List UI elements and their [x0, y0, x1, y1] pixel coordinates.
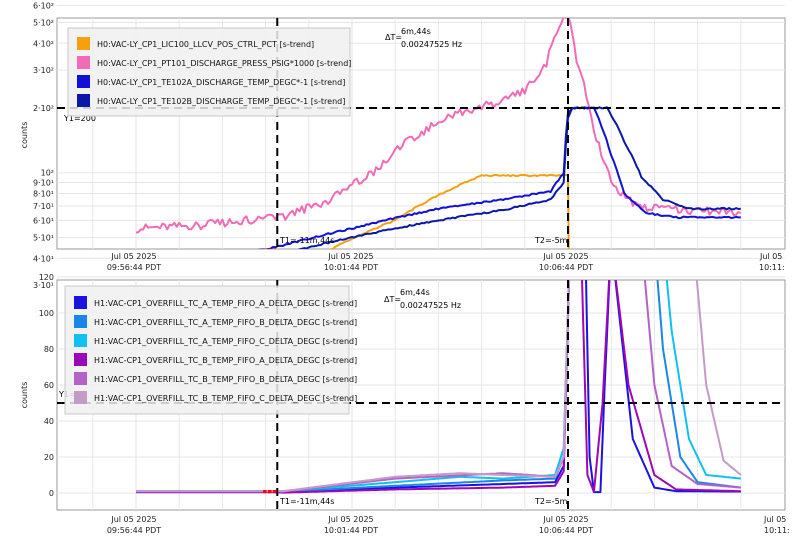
top-legend: H0:VAC-LY_CP1_LIC100_LLCV_POS_CTRL_PCT […	[67, 27, 351, 117]
y-tick-label: 6·10¹	[33, 216, 54, 225]
top-delta-time: 6m,44s	[401, 27, 431, 36]
legend-label: H0:VAC-LY_CP1_PT101_DISCHARGE_PRESS_PSIG…	[97, 59, 351, 68]
legend-swatch	[77, 75, 90, 88]
bottom-legend: H1:VAC-CP1_OVERFILL_TC_A_TEMP_FIFO_A_DEL…	[64, 285, 357, 415]
bottom-time-axis: Jul 05 2025 09:56:44 PDT Jul 05 2025 10:…	[107, 515, 790, 535]
y-tick-label: 8·10¹	[33, 190, 54, 199]
bottom-y-axis-label: counts	[20, 382, 29, 409]
y-tick-label: 20	[44, 453, 54, 462]
y-tick-label: 80	[44, 345, 54, 354]
series-line	[297, 106, 741, 249]
y-tick-label: 60	[44, 381, 54, 390]
top-series-lines	[135, 18, 742, 249]
bottom-legend-item[interactable]: H1:VAC-CP1_OVERFILL_TC_A_TEMP_FIFO_B_DEL…	[74, 315, 357, 328]
legend-swatch	[74, 353, 87, 366]
top-cursor-y1-label: Y1=200	[63, 114, 96, 123]
time-tick-date: Jul 05 2025	[327, 252, 373, 261]
y-tick-label: 40	[44, 417, 54, 426]
legend-label: H0:VAC-LY_CP1_LIC100_LLCV_POS_CTRL_PCT […	[97, 40, 314, 49]
y-tick-label: 4·10¹	[33, 254, 54, 263]
series-line	[329, 173, 570, 249]
time-tick-date: Jul 05 2025	[542, 252, 588, 261]
y-tick-label: 9·10¹	[33, 179, 54, 188]
y-tick-label: 10²	[41, 169, 54, 178]
series-line	[136, 280, 742, 493]
time-tick-time: 10:06:44 PDT	[539, 263, 593, 272]
y-tick-label: 3·10¹	[33, 281, 54, 290]
bottom-t1-label: T1=-11m,44s	[279, 497, 334, 506]
time-tick-date: Jul 05 2025	[110, 515, 156, 524]
bottom-t2-label: T2=-5m	[534, 497, 568, 506]
legend-swatch	[77, 56, 90, 69]
legend-label: H0:VAC-LY_CP1_TE102B_DISCHARGE_TEMP_DEGC…	[97, 97, 345, 106]
y-tick-label: 6·10²	[33, 1, 54, 10]
top-legend-item[interactable]: H0:VAC-LY_CP1_TE102B_DISCHARGE_TEMP_DEGC…	[77, 94, 345, 107]
series-line	[253, 106, 741, 249]
y-tick-label: 120	[39, 273, 54, 282]
legend-swatch	[77, 37, 90, 50]
time-tick-date: Jul 05 2025	[542, 515, 588, 524]
top-legend-item[interactable]: H0:VAC-LY_CP1_LIC100_LLCV_POS_CTRL_PCT […	[77, 37, 314, 50]
bottom-legend-item[interactable]: H1:VAC-CP1_OVERFILL_TC_B_TEMP_FIFO_B_DEL…	[74, 372, 357, 385]
time-tick-time: 10:01:44 PDT	[324, 263, 378, 272]
y-tick-label: 0	[49, 489, 54, 498]
y-tick-label: 5·10²	[33, 18, 54, 27]
legend-swatch	[74, 391, 87, 404]
legend-swatch	[74, 334, 87, 347]
top-delta-freq: 0.00247525 Hz	[401, 40, 462, 49]
bottom-legend-item[interactable]: H1:VAC-CP1_OVERFILL_TC_B_TEMP_FIFO_A_DEL…	[74, 353, 357, 366]
y-tick-label: 5·10¹	[33, 233, 54, 242]
y-tick-label: 2·10²	[33, 104, 54, 113]
top-legend-box	[67, 27, 351, 117]
time-tick-date: Jul 05	[763, 515, 786, 524]
legend-label: H1:VAC-CP1_OVERFILL_TC_A_TEMP_FIFO_B_DEL…	[94, 318, 357, 327]
top-t1-label: T1=-11m,44s	[279, 236, 334, 245]
time-tick-time: 10:11:	[759, 263, 785, 272]
y-tick-label: 3·10²	[33, 66, 54, 75]
legend-label: H0:VAC-LY_CP1_TE102A_DISCHARGE_TEMP_DEGC…	[97, 78, 345, 87]
time-tick-time: 10:06:44 PDT	[539, 526, 593, 535]
top-legend-item[interactable]: H0:VAC-LY_CP1_PT101_DISCHARGE_PRESS_PSIG…	[77, 56, 351, 69]
bottom-legend-item[interactable]: H1:VAC-CP1_OVERFILL_TC_A_TEMP_FIFO_C_DEL…	[74, 334, 357, 347]
legend-swatch	[77, 94, 90, 107]
y-tick-label: 4·10²	[33, 39, 54, 48]
legend-label: H1:VAC-CP1_OVERFILL_TC_A_TEMP_FIFO_A_DEL…	[94, 299, 357, 308]
bottom-legend-item[interactable]: H1:VAC-CP1_OVERFILL_TC_A_TEMP_FIFO_A_DEL…	[74, 296, 357, 309]
time-tick-date: Jul 05	[759, 252, 782, 261]
time-tick-time: 09:56:44 PDT	[107, 526, 161, 535]
time-tick-date: Jul 05 2025	[110, 252, 156, 261]
legend-label: H1:VAC-CP1_OVERFILL_TC_A_TEMP_FIFO_C_DEL…	[94, 337, 357, 346]
bottom-legend-box	[64, 285, 350, 415]
bottom-series-lines	[136, 280, 742, 494]
y-tick-label: 7·10¹	[33, 202, 54, 211]
top-time-axis: Jul 05 2025 09:56:44 PDT Jul 05 2025 10:…	[107, 252, 785, 272]
legend-label: H1:VAC-CP1_OVERFILL_TC_B_TEMP_FIFO_C_DEL…	[94, 394, 357, 403]
bottom-delta-label: ΔT=	[384, 295, 401, 304]
y-tick-label: 100	[39, 309, 54, 318]
top-legend-item[interactable]: H0:VAC-LY_CP1_TE102A_DISCHARGE_TEMP_DEGC…	[77, 75, 345, 88]
bottom-delta-freq: 0.00247525 Hz	[400, 301, 461, 310]
top-t2-label: T2=-5m	[534, 236, 568, 245]
time-tick-time: 09:56:44 PDT	[107, 263, 161, 272]
legend-swatch	[74, 372, 87, 385]
time-tick-time: 10:11:	[764, 526, 790, 535]
top-delta-label: ΔT=	[385, 33, 402, 42]
time-tick-date: Jul 05 2025	[327, 515, 373, 524]
time-tick-time: 10:01:44 PDT	[324, 526, 378, 535]
legend-swatch	[74, 315, 87, 328]
legend-swatch	[74, 296, 87, 309]
series-line	[135, 18, 742, 234]
bottom-y-tick-labels: 120 100 80 60 40 20 0	[39, 273, 54, 498]
bottom-legend-item[interactable]: H1:VAC-CP1_OVERFILL_TC_B_TEMP_FIFO_C_DEL…	[74, 391, 357, 404]
legend-label: H1:VAC-CP1_OVERFILL_TC_B_TEMP_FIFO_A_DEL…	[94, 356, 357, 365]
legend-label: H1:VAC-CP1_OVERFILL_TC_B_TEMP_FIFO_B_DEL…	[94, 375, 357, 384]
top-y-axis-label: counts	[20, 122, 29, 149]
bottom-delta-time: 6m,44s	[400, 288, 430, 297]
